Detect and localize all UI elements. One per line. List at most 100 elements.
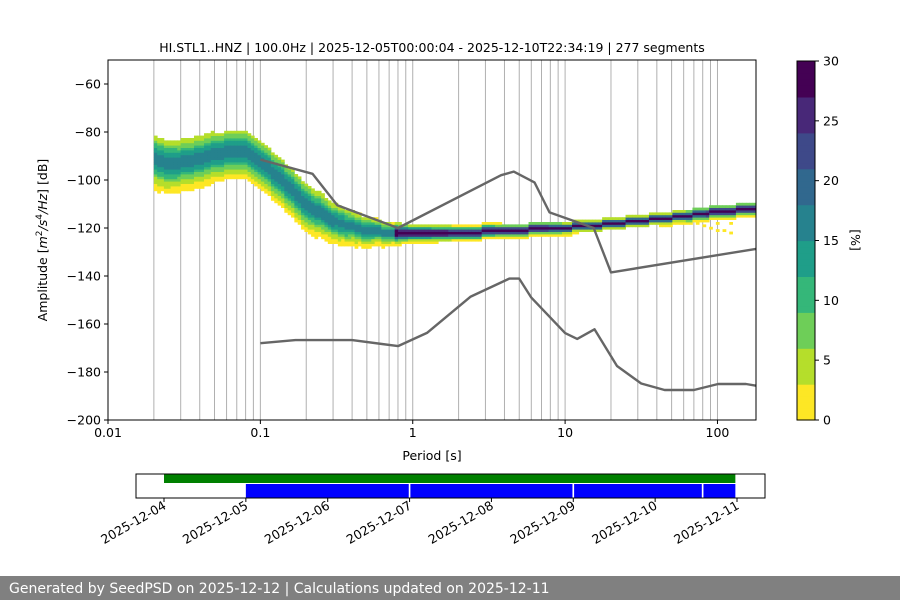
heatmap-cell <box>377 222 382 225</box>
heatmap-cell <box>280 171 285 175</box>
colorbar-band <box>797 90 815 98</box>
heatmap-cell <box>180 174 185 177</box>
heatmap-cell <box>635 217 640 220</box>
heatmap-cell <box>582 219 586 223</box>
heatmap-cell <box>351 238 355 242</box>
y-label-part: m <box>35 236 50 248</box>
heatmap-cell <box>377 229 382 232</box>
heatmap-cell <box>173 142 178 146</box>
heatmap-cell <box>638 214 643 218</box>
heatmap-cell <box>478 236 483 240</box>
heatmap-cell <box>531 234 536 237</box>
heatmap-cell <box>277 166 282 170</box>
heatmap-cell <box>498 236 503 240</box>
heatmap-cell <box>712 217 717 220</box>
heatmap-cell <box>207 154 212 158</box>
heatmap-cell <box>207 159 212 163</box>
heatmap-cell <box>414 236 419 240</box>
heatmap-cell <box>204 145 208 148</box>
heatmap-cell <box>270 154 275 158</box>
heatmap-cell <box>334 229 339 232</box>
heatmap-cell <box>267 162 272 165</box>
heatmap-cell <box>197 178 202 182</box>
heatmap-cell <box>645 224 650 228</box>
heatmap-cell <box>227 164 232 168</box>
heatmap-cell <box>485 236 489 240</box>
heatmap-cell <box>685 219 690 223</box>
heatmap-cell <box>180 188 185 192</box>
heatmap-cell <box>297 190 302 194</box>
heatmap-cell <box>301 193 305 196</box>
heatmap-cell <box>331 229 335 232</box>
heatmap-cell <box>705 217 710 220</box>
heatmap-cell <box>304 229 309 232</box>
heatmap-cell <box>314 231 319 235</box>
heatmap-cell <box>250 174 255 177</box>
heatmap-cell <box>454 226 459 230</box>
colorbar-band <box>797 396 815 403</box>
heatmap-cell <box>327 212 332 216</box>
heatmap-cell <box>441 231 446 235</box>
heatmap-cell <box>280 183 285 187</box>
heatmap-cell <box>354 236 359 240</box>
heatmap-cell <box>357 243 362 247</box>
heatmap-cell <box>331 238 335 242</box>
heatmap-cell <box>307 195 312 199</box>
heatmap-cell <box>173 164 178 168</box>
heatmap-cell <box>695 210 700 213</box>
heatmap-cell <box>404 241 409 244</box>
heatmap-cell <box>441 234 446 237</box>
heatmap-cell <box>558 234 563 237</box>
heatmap-cell <box>434 231 439 235</box>
heatmap-cell <box>705 207 710 211</box>
heatmap-cell <box>304 200 309 204</box>
heatmap-cell <box>367 229 372 232</box>
heatmap-cell <box>257 150 262 153</box>
heatmap-cell <box>558 224 563 228</box>
heatmap-cell <box>220 166 225 170</box>
heatmap-cell <box>234 176 238 180</box>
heatmap-cell <box>167 183 171 187</box>
heatmap-cell <box>230 169 235 172</box>
heatmap-cell <box>669 222 673 225</box>
heatmap-cell <box>194 186 198 189</box>
heatmap-cell <box>327 214 332 218</box>
heatmap-cell <box>448 238 452 242</box>
heatmap-cell <box>230 150 235 153</box>
heatmap-cell <box>485 224 489 228</box>
heatmap-cell <box>247 135 252 139</box>
heatmap-cell <box>625 219 630 223</box>
heatmap-cell <box>377 241 382 244</box>
heatmap-cell <box>314 202 319 206</box>
heatmap-cell <box>224 162 228 165</box>
heatmap-cell <box>712 214 717 218</box>
heatmap-cell <box>280 176 285 180</box>
heatmap-cell <box>692 207 697 211</box>
heatmap-cell <box>287 171 292 175</box>
heatmap-cell <box>163 150 168 153</box>
heatmap-cell <box>495 226 499 230</box>
heatmap-cell <box>220 159 225 163</box>
colorbar-band <box>797 264 815 272</box>
heatmap-cell <box>341 210 345 213</box>
heatmap-cell <box>672 217 677 220</box>
heatmap-cell <box>250 181 255 184</box>
heatmap-cell <box>351 214 355 218</box>
heatmap-cell <box>157 138 161 141</box>
heatmap-cell <box>274 200 279 204</box>
heatmap-cell <box>485 226 489 230</box>
heatmap-cell <box>307 188 312 192</box>
heatmap-cell <box>160 169 165 172</box>
heatmap-cell <box>237 154 242 158</box>
heatmap-cell <box>652 219 657 223</box>
heatmap-cell <box>157 174 161 177</box>
heatmap-cell <box>280 200 285 204</box>
heatmap-cell <box>254 142 258 146</box>
heatmap-cell <box>602 224 606 228</box>
heatmap-cell <box>719 217 723 220</box>
heatmap-cell <box>485 231 489 235</box>
colorbar-band <box>797 222 815 230</box>
heatmap-cell <box>173 154 178 158</box>
heatmap-cell <box>190 162 195 165</box>
heatmap-cell <box>699 214 703 218</box>
